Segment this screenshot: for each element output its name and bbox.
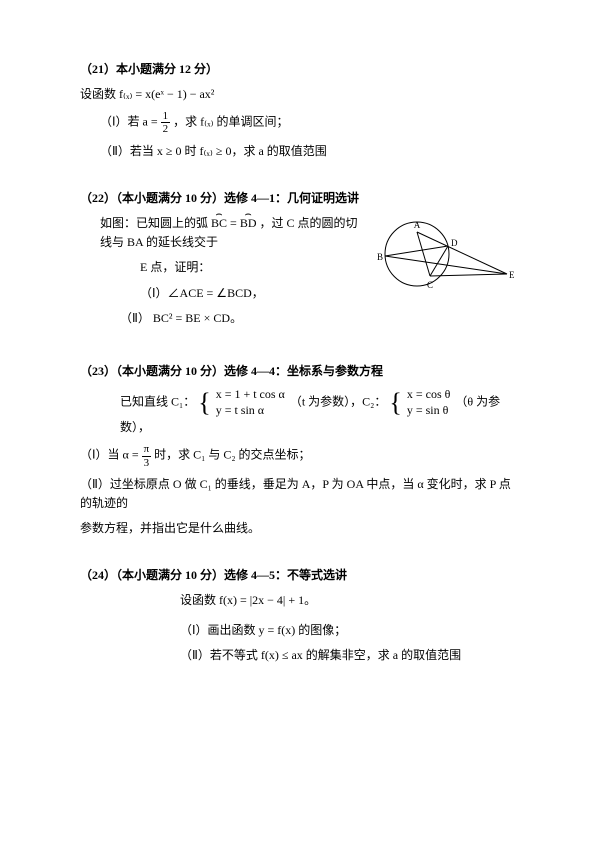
problem-21-header: （21）本小题满分 12 分）: [80, 60, 515, 79]
p22-eq: =: [230, 216, 240, 230]
problem-21: （21）本小题满分 12 分） 设函数 f₍ₓ₎ = x(eˣ − 1) − a…: [80, 60, 515, 161]
p23-eq2-r2: y = sin θ: [407, 403, 451, 419]
p22-body: 如图：已知圆上的弧 BC = BD ，过 C 点的圆的切线与 BA 的延长线交于…: [80, 214, 515, 334]
arc-bc: BC: [211, 214, 227, 233]
brace-1: {: [198, 391, 210, 414]
p24-intro: 设函数 f(x) = |2x − 4| + 1。: [180, 591, 515, 610]
p22-l3: （Ⅱ） BC² = BE × CD。: [120, 309, 367, 328]
p21-part1: （Ⅰ）若 a = 1 2 ，求 f₍ₓ₎ 的单调区间；: [100, 110, 515, 135]
problem-24-header: （24）（本小题满分 10 分）选修 4—5：不等式选讲: [80, 566, 515, 585]
p23-sys2: x = cos θ y = sin θ: [407, 387, 451, 418]
p21-frac-num: 1: [161, 110, 171, 123]
label-d: D: [451, 238, 458, 248]
p22-l3b: BC² = BE × CD。: [153, 311, 242, 325]
p23-frac: π 3: [142, 443, 152, 468]
label-a: A: [414, 220, 421, 230]
problem-22: （22）（本小题满分 10 分）选修 4—1：几何证明选讲 如图：已知圆上的弧 …: [80, 189, 515, 334]
brace-2: {: [389, 391, 401, 414]
p22-l2: （Ⅰ）∠ACE = ∠BCD，: [140, 284, 367, 303]
problem-22-header: （22）（本小题满分 10 分）选修 4—1：几何证明选讲: [80, 189, 515, 208]
p24-part1: （Ⅰ）画出函数 y = f(x) 的图像；: [180, 621, 515, 640]
problem-24: （24）（本小题满分 10 分）选修 4—5：不等式选讲 设函数 f(x) = …: [80, 566, 515, 665]
arc-bd: BD: [240, 214, 257, 233]
line-ac: [417, 232, 430, 276]
p21-intro-text: 设函数: [80, 87, 116, 101]
p21-intro: 设函数 f₍ₓ₎ = x(eˣ − 1) − ax²: [80, 85, 515, 104]
p23-intro: 已知直线 C₁： { x = 1 + t cos α y = t sin α （…: [120, 387, 515, 437]
p23-mid: （t 为参数），C₂：: [290, 394, 387, 408]
p21-part1-prefix: （Ⅰ）若 a =: [100, 115, 158, 129]
p23-eq1-r1: x = 1 + t cos α: [216, 387, 285, 403]
label-e: E: [509, 270, 515, 280]
line-bd: [385, 246, 448, 256]
p21-part1-suffix: ，求 f₍ₓ₎ 的单调区间；: [173, 115, 288, 129]
circle-diagram: A B C D E: [375, 214, 515, 294]
p22-text-col: 如图：已知圆上的弧 BC = BD ，过 C 点的圆的切线与 BA 的延长线交于…: [80, 214, 367, 334]
line-cd: [430, 246, 448, 276]
p22-l1: E 点，证明：: [140, 258, 367, 277]
p23-frac-den: 3: [142, 457, 152, 469]
problem-23: （23）（本小题满分 10 分）选修 4—4：坐标系与参数方程 已知直线 C₁：…: [80, 362, 515, 538]
p23-part1: （Ⅰ）当 α = π 3 时，求 C₁ 与 C₂ 的交点坐标；: [80, 443, 515, 468]
p23-eq2-r1: x = cos θ: [407, 387, 451, 403]
p23-p1-b: 时，求 C₁ 与 C₂ 的交点坐标；: [154, 448, 310, 462]
p23-intro-a: 已知直线 C₁：: [120, 394, 195, 408]
p22-diagram: A B C D E: [375, 214, 515, 300]
p23-eq1-r2: y = t sin α: [216, 403, 285, 419]
p24-part2: （Ⅱ）若不等式 f(x) ≤ ax 的解集非空，求 a 的取值范围: [180, 646, 515, 665]
p21-part2: （Ⅱ）若当 x ≥ 0 时 f₍ₓ₎ ≥ 0，求 a 的取值范围: [100, 142, 515, 161]
p23-frac-num: π: [142, 443, 152, 456]
p21-fn: f₍ₓ₎ = x(eˣ − 1) − ax²: [119, 87, 214, 101]
p22-intro: 如图：已知圆上的弧 BC = BD ，过 C 点的圆的切线与 BA 的延长线交于: [100, 214, 367, 252]
p23-sys1: x = 1 + t cos α y = t sin α: [216, 387, 285, 418]
problem-23-header: （23）（本小题满分 10 分）选修 4—4：坐标系与参数方程: [80, 362, 515, 381]
label-c: C: [427, 280, 433, 290]
label-b: B: [377, 252, 383, 262]
p23-p1-a: （Ⅰ）当 α =: [80, 448, 139, 462]
p21-frac: 1 2: [161, 110, 171, 135]
p23-part2a: （Ⅱ）过坐标原点 O 做 C₁ 的垂线，垂足为 A，P 为 OA 中点，当 α …: [80, 475, 515, 513]
p22-l3a: （Ⅱ）: [120, 311, 150, 325]
p22-intro-a: 如图：已知圆上的弧: [100, 216, 208, 230]
p23-part2b: 参数方程，并指出它是什么曲线。: [80, 519, 515, 538]
p21-frac-den: 2: [161, 123, 171, 135]
